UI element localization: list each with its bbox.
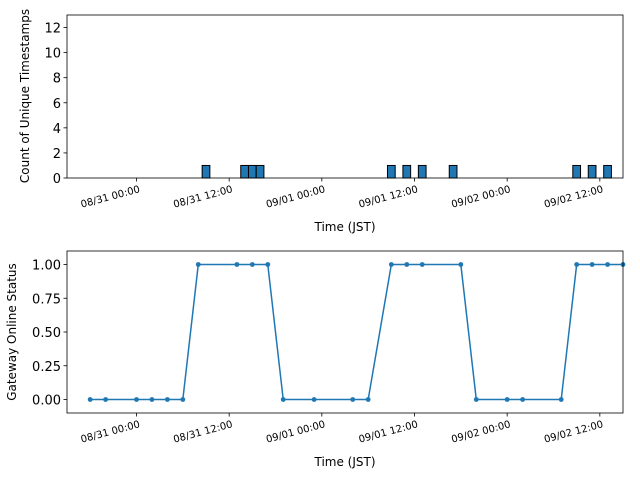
status-point [574,262,580,267]
status-point [149,397,155,402]
bar [240,164,249,179]
status-point [350,397,356,402]
line-y-tick-label: 0.50 [32,326,61,341]
bar [402,164,412,179]
status-point [605,262,610,267]
line-y-tick-label: 0.00 [32,394,61,409]
status-point [265,262,271,267]
status-point [388,262,394,267]
bar-y-tick-label: 0 [53,172,61,187]
bar-series [201,164,612,179]
bar [247,164,257,179]
bar-x-axis-label: Time (JST) [313,220,375,234]
line-y-axis-label: Gateway Online Status [5,263,19,401]
status-point [249,262,255,267]
bar [572,164,582,179]
status-point [404,262,410,267]
status-point [280,397,286,402]
bar-y-tick-label: 12 [44,22,61,37]
status-point [134,397,139,402]
bar-y-tick-label: 4 [53,122,61,137]
status-point [103,397,109,402]
status-point [504,397,510,402]
status-point [558,397,564,402]
status-point [365,397,371,402]
line-x-axis-label: Time (JST) [313,455,375,469]
status-point [164,397,170,402]
bar-y-tick-label: 6 [53,97,61,112]
status-point [458,262,464,267]
status-point [589,262,595,267]
bar-plot-frame [66,14,624,179]
bar [417,164,427,179]
status-point [87,397,93,402]
bar [603,164,612,179]
status-line [90,263,623,401]
status-point [419,262,425,267]
bar [386,164,396,179]
bar-y-tick-label: 10 [44,47,61,62]
bar [255,164,265,179]
bar-y-tick-label: 2 [53,147,61,162]
status-point [180,397,186,402]
status-point [311,397,317,402]
bar [448,164,458,179]
status-point [520,397,526,402]
line-y-tick-label: 1.00 [32,259,61,274]
bar-y-tick-label: 8 [53,72,61,87]
status-point [473,397,479,402]
line-plot-frame [66,250,624,414]
bar-y-axis-label: Count of Unique Timestamps [18,9,32,183]
bar [587,164,597,179]
line-y-tick-label: 0.75 [32,292,61,307]
status-point [195,262,201,267]
line-y-tick-label: 0.25 [32,360,61,375]
status-point [234,262,240,267]
line-series [87,262,626,402]
bar [201,164,211,179]
